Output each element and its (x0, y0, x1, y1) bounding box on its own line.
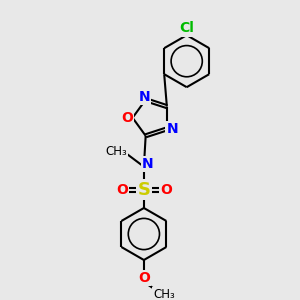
Text: O: O (138, 271, 150, 285)
Text: S: S (137, 181, 150, 199)
Text: N: N (167, 122, 178, 136)
Text: O: O (116, 183, 128, 196)
Text: CH₃: CH₃ (106, 145, 127, 158)
Text: O: O (160, 183, 172, 196)
Text: Cl: Cl (179, 21, 194, 35)
Text: N: N (138, 90, 150, 104)
Text: N: N (142, 157, 153, 171)
Text: CH₃: CH₃ (153, 288, 175, 300)
Text: O: O (121, 111, 133, 125)
